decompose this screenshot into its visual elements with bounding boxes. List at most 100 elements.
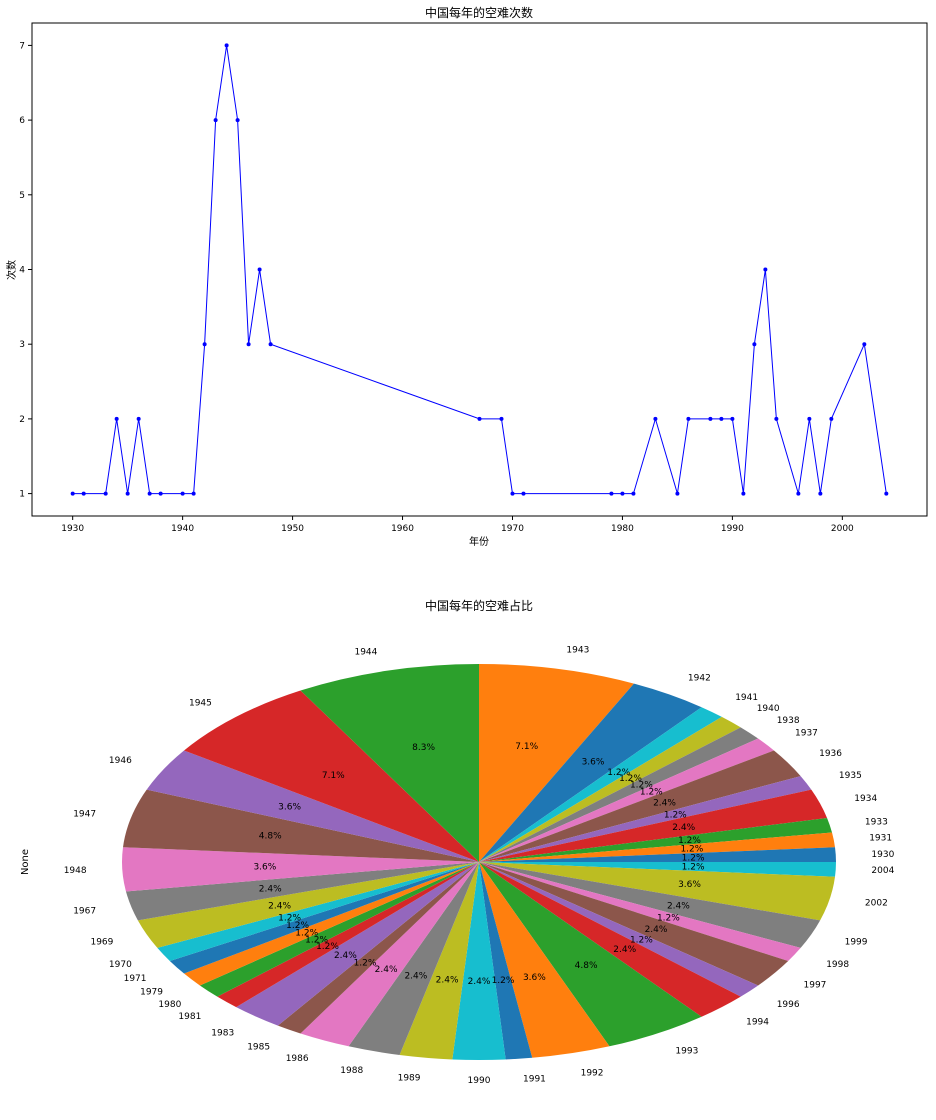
data-point <box>202 342 207 347</box>
pie-category-label: 1936 <box>819 749 842 759</box>
pie-slice <box>348 862 479 1056</box>
pie-percent-label: 1.2% <box>305 936 328 946</box>
pie-chart-y-label: None <box>20 849 31 875</box>
data-point <box>125 491 130 496</box>
pie-slice <box>479 750 801 862</box>
pie-percent-label: 1.2% <box>607 768 630 778</box>
pie-category-label: 1991 <box>523 1074 546 1084</box>
y-tick-label: 1 <box>19 490 25 500</box>
pie-percent-label: 1.2% <box>492 976 515 986</box>
pie-slice <box>479 817 833 862</box>
pie-percent-label: 7.1% <box>515 742 538 752</box>
pie-category-label: 1979 <box>140 987 163 997</box>
data-point <box>136 416 141 421</box>
pie-category-label: 1970 <box>109 960 132 970</box>
y-tick-label: 5 <box>19 191 25 201</box>
data-point <box>796 491 801 496</box>
pie-slice <box>137 862 480 948</box>
x-tick-label: 2000 <box>831 524 854 534</box>
data-point <box>752 342 757 347</box>
data-point <box>191 491 196 496</box>
pie-category-label: 1947 <box>73 810 96 820</box>
y-tick-label: 4 <box>19 266 25 276</box>
pie-percent-label: 4.8% <box>575 961 598 971</box>
data-point <box>708 416 713 421</box>
pie-category-label: 1931 <box>869 834 892 844</box>
data-point <box>686 416 691 421</box>
data-point <box>147 491 152 496</box>
pie-slice <box>479 716 741 862</box>
pie-category-label: 1943 <box>566 646 589 656</box>
data-point <box>213 118 218 123</box>
pie-percent-label: 2.4% <box>653 799 676 809</box>
pie-slice <box>399 862 479 1060</box>
pie-percent-label: 4.8% <box>259 832 282 842</box>
data-point <box>235 118 240 123</box>
line-chart-y-label: 次数 <box>5 260 18 280</box>
pie-slice <box>277 862 479 1034</box>
pie-category-label: 1938 <box>777 716 800 726</box>
x-tick-label: 1940 <box>171 524 194 534</box>
pie-category-label: 1988 <box>340 1066 363 1076</box>
pie-category-label: 1981 <box>178 1012 201 1022</box>
pie-percent-label: 2.4% <box>468 977 491 987</box>
pie-percent-label: 2.4% <box>645 925 668 935</box>
pie-slice <box>479 862 610 1058</box>
pie-percent-label: 2.4% <box>436 976 459 986</box>
y-tick-label: 6 <box>19 116 25 126</box>
pie-percent-label: 2.4% <box>375 965 398 975</box>
pie-category-label: 2002 <box>865 899 888 909</box>
pie-category-label: 1999 <box>845 938 868 948</box>
pie-percent-label: 2.4% <box>259 884 282 894</box>
pie-percent-label: 3.6% <box>278 803 301 813</box>
pie-percent-label: 2.4% <box>672 823 695 833</box>
data-point <box>719 416 724 421</box>
pie-category-label: 1933 <box>865 818 888 828</box>
data-point <box>741 491 746 496</box>
pie-percent-label: 1.2% <box>619 774 642 784</box>
pie-slice <box>479 862 821 948</box>
pie-percent-label: 2.4% <box>613 945 636 955</box>
data-point <box>224 43 229 48</box>
x-tick-label: 1930 <box>61 524 84 534</box>
pie-slice <box>184 690 479 862</box>
pie-slice <box>479 738 774 862</box>
pie-percent-label: 1.2% <box>680 845 703 855</box>
pie-percent-label: 3.6% <box>253 862 276 872</box>
pie-percent-label: 1.2% <box>678 836 701 846</box>
pie-slice <box>479 862 759 997</box>
pie-category-label: 1945 <box>189 698 212 708</box>
pie-category-label: 1946 <box>109 756 132 766</box>
pie-category-label: 1985 <box>247 1042 270 1052</box>
pie-category-label: 1940 <box>757 704 780 714</box>
pie-slice <box>479 664 634 862</box>
pie-chart: 中国每年的空难占比 None 19437.1%19423.6%19411.2%1… <box>20 598 895 1086</box>
pie-percent-label: 1.2% <box>682 862 705 872</box>
pie-percent-label: 3.6% <box>523 973 546 983</box>
pie-category-label: 1948 <box>64 866 87 876</box>
pie-percent-label: 2.4% <box>268 901 291 911</box>
pie-category-label: 1996 <box>777 1000 800 1010</box>
line-chart-x-axis: 1930 1940 1950 1960 1970 1980 1990 2000 <box>61 516 854 534</box>
pie-slices <box>122 664 836 1061</box>
pie-percent-label: 3.6% <box>582 757 605 767</box>
pie-chart-title: 中国每年的空难占比 <box>425 598 533 613</box>
pie-percent-label: 3.6% <box>678 880 701 890</box>
pie-category-label: 1941 <box>735 693 758 703</box>
pie-slice <box>479 847 836 862</box>
pie-slice <box>479 707 722 862</box>
line-chart-x-label: 年份 <box>469 535 489 548</box>
pie-slice <box>479 862 789 986</box>
x-tick-label: 1980 <box>611 524 634 534</box>
pie-slice <box>452 862 506 1061</box>
data-point <box>884 491 889 496</box>
pie-category-label: 1934 <box>854 794 877 804</box>
pie-percent-label: 1.2% <box>640 788 663 798</box>
data-point <box>114 416 119 421</box>
y-tick-label: 7 <box>19 41 25 51</box>
data-point <box>774 416 779 421</box>
pie-category-label: 1930 <box>871 850 894 860</box>
pie-slice <box>479 862 835 921</box>
pie-slice <box>157 862 479 961</box>
pie-category-label: 1986 <box>286 1054 309 1064</box>
